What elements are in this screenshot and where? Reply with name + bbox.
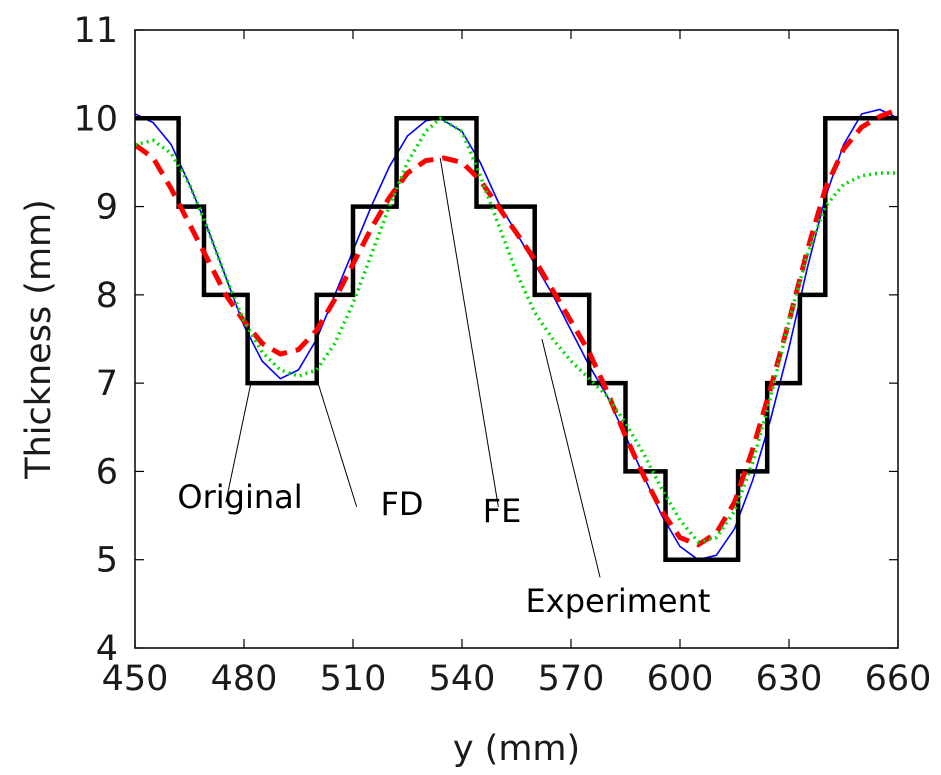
series-line-original xyxy=(135,116,898,562)
y-tick-label: 5 xyxy=(96,541,118,581)
y-tick-label: 4 xyxy=(96,629,118,669)
annotation-line-fe xyxy=(439,157,499,507)
series-line-fd xyxy=(135,107,898,548)
x-tick-label: 600 xyxy=(647,659,714,699)
annotation-label-original: Original xyxy=(177,478,302,516)
annotation-line-original xyxy=(225,381,252,503)
y-tick-label: 10 xyxy=(73,99,118,139)
tick-layer: 450 480 510 540 570 600 630 660 4 5 6 7 8 9 10 11 xyxy=(73,11,931,699)
plot-frame xyxy=(134,29,899,649)
y-tick-label: 6 xyxy=(96,452,118,492)
y-tick-label: 11 xyxy=(73,11,118,51)
x-tick-label: 570 xyxy=(538,659,605,699)
x-tick-label: 660 xyxy=(865,659,932,699)
x-axis-title: y (mm) xyxy=(453,729,580,769)
annotation-label-fd: FD xyxy=(380,485,423,523)
y-tick-label: 7 xyxy=(96,364,118,404)
x-tick-label: 480 xyxy=(211,659,278,699)
series-layer xyxy=(135,107,898,562)
annotation-layer: Original FD FE Experiment xyxy=(177,157,711,620)
x-tick-label: 510 xyxy=(320,659,387,699)
annotation-label-experiment: Experiment xyxy=(526,582,711,620)
annotation-line-fd xyxy=(316,378,358,507)
y-axis-title: Thickness (mm) xyxy=(19,199,59,480)
annotation-line-experiment xyxy=(541,338,601,578)
x-tick-label: 540 xyxy=(429,659,496,699)
y-tick-label: 9 xyxy=(96,188,118,228)
annotation-label-fe: FE xyxy=(483,492,522,530)
x-tick-label: 450 xyxy=(102,659,169,699)
x-tick-label: 630 xyxy=(756,659,823,699)
y-tick-label: 8 xyxy=(96,276,118,316)
